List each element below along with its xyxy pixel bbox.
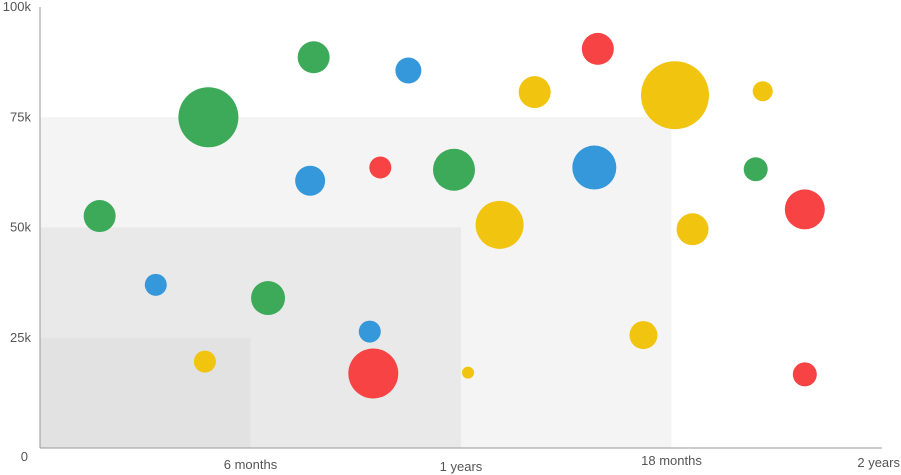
bubble-point[interactable] — [743, 157, 768, 182]
bubble-point[interactable] — [295, 165, 326, 196]
y-tick-label: 0 — [21, 449, 28, 464]
bubble-point[interactable] — [581, 32, 614, 65]
bubble-point[interactable] — [676, 213, 709, 246]
bubble-point[interactable] — [358, 320, 381, 343]
bubble-point[interactable] — [641, 61, 710, 130]
bubble-point[interactable] — [395, 57, 422, 84]
y-tick-label: 50k — [10, 220, 31, 235]
y-axis-ticks: 0 25k 50k 75k 100k — [3, 0, 32, 464]
x-tick-label: 2 years — [857, 455, 900, 470]
bubble-point[interactable] — [752, 81, 773, 102]
bubble-point[interactable] — [369, 156, 392, 179]
bubble-point[interactable] — [572, 145, 617, 190]
bubble-point[interactable] — [475, 200, 524, 249]
y-tick-label: 100k — [3, 0, 32, 14]
bubble-point[interactable] — [144, 273, 167, 296]
bubble-point[interactable] — [251, 281, 286, 316]
y-tick-label: 75k — [10, 109, 31, 124]
bubble-point[interactable] — [432, 148, 475, 191]
bubble-point[interactable] — [348, 348, 399, 399]
bubble-point[interactable] — [83, 200, 116, 233]
bubble-point[interactable] — [784, 189, 825, 230]
bubble-point[interactable] — [462, 366, 475, 379]
background-band-3 — [40, 337, 251, 448]
bubble-point[interactable] — [518, 76, 551, 109]
x-tick-label: 6 months — [224, 457, 278, 472]
y-tick-label: 25k — [10, 330, 31, 345]
x-tick-label: 1 years — [440, 459, 483, 474]
x-tick-label: 18 months — [641, 453, 702, 468]
bubble-point[interactable] — [792, 362, 817, 387]
x-axis-ticks: 6 months 1 years 18 months 2 years — [224, 453, 901, 474]
bubble-point[interactable] — [178, 87, 239, 148]
bubble-point[interactable] — [193, 350, 216, 373]
bubble-point[interactable] — [297, 41, 330, 74]
bubble-series — [83, 32, 825, 399]
bubble-point[interactable] — [629, 321, 658, 350]
